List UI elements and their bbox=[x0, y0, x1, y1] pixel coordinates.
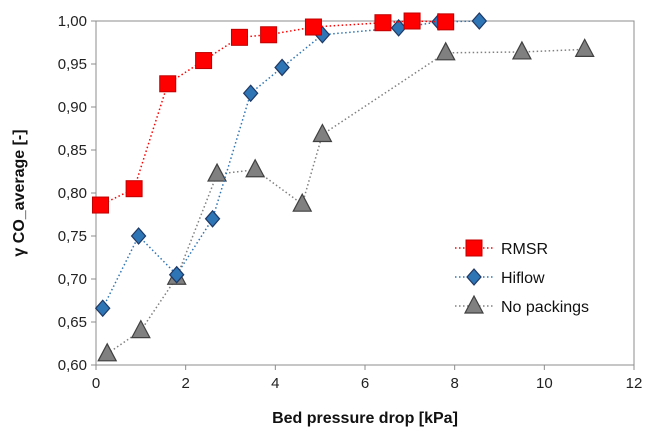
series-rmsr bbox=[91, 12, 455, 214]
rmsr-point bbox=[91, 196, 109, 214]
no-packings-point bbox=[245, 158, 266, 178]
rmsr-point bbox=[304, 18, 322, 36]
rmsr-point bbox=[260, 26, 278, 44]
y-tick-label: 0,65 bbox=[58, 314, 87, 331]
legend-item-no-packings: No packings bbox=[455, 294, 589, 316]
series-no-packings bbox=[97, 38, 595, 362]
y-tick-label: 1,00 bbox=[58, 13, 87, 30]
legend-marker bbox=[464, 294, 484, 314]
x-tick-label: 0 bbox=[92, 375, 100, 392]
hiflow-line bbox=[102, 20, 480, 309]
y-tick-label: 0,75 bbox=[58, 228, 87, 245]
hiflow-point bbox=[274, 58, 290, 77]
x-tick-label: 6 bbox=[361, 375, 369, 392]
rmsr-point bbox=[374, 14, 392, 32]
hiflow-point bbox=[204, 209, 221, 228]
legend-marker bbox=[466, 268, 482, 286]
y-tick-label: 0,70 bbox=[58, 271, 87, 288]
legend-marker bbox=[465, 239, 483, 257]
no-packings-line bbox=[106, 48, 585, 355]
legend: RMSR Hiflow No packings bbox=[455, 239, 589, 316]
y-tick-label: 0,60 bbox=[58, 357, 87, 374]
legend-label: RMSR bbox=[501, 241, 548, 258]
legend-label: No packings bbox=[501, 299, 589, 316]
x-tick-label: 2 bbox=[181, 375, 189, 392]
y-tick-label: 0,80 bbox=[58, 185, 87, 202]
hiflow-point bbox=[94, 299, 111, 318]
hiflow-point bbox=[130, 227, 147, 245]
x-tick-label: 4 bbox=[271, 375, 279, 392]
x-tick-label: 8 bbox=[450, 375, 458, 392]
no-packings-point bbox=[312, 123, 333, 143]
y-axis-title: γ CO_average [-] bbox=[11, 129, 28, 256]
hiflow-point bbox=[471, 12, 488, 30]
legend-label: Hiflow bbox=[501, 270, 545, 287]
plot-area bbox=[95, 20, 635, 366]
series-layer bbox=[91, 12, 595, 362]
no-packings-point bbox=[435, 41, 456, 61]
no-packings-point bbox=[97, 342, 118, 362]
legend-item-rmsr: RMSR bbox=[455, 239, 548, 258]
hiflow-point bbox=[242, 84, 259, 103]
rmsr-point bbox=[403, 12, 421, 30]
no-packings-point bbox=[292, 192, 313, 212]
y-axis-ticks: 0,60 0,65 0,70 0,75 0,80 0,85 0,90 0,95 1,00 bbox=[58, 13, 96, 374]
y-tick-label: 0,95 bbox=[58, 56, 87, 73]
x-axis-ticks: 0 2 4 6 8 10 12 bbox=[92, 365, 643, 392]
no-packings-point bbox=[574, 38, 595, 57]
rmsr-line bbox=[100, 20, 446, 206]
no-packings-point bbox=[511, 40, 532, 60]
rmsr-point bbox=[159, 75, 177, 93]
hiflow-point bbox=[168, 265, 185, 284]
rmsr-point bbox=[230, 28, 248, 46]
x-tick-label: 10 bbox=[536, 375, 553, 392]
y-tick-label: 0,85 bbox=[58, 142, 87, 159]
hiflow-point bbox=[390, 18, 407, 37]
y-tick-label: 0,90 bbox=[58, 99, 87, 116]
x-tick-label: 12 bbox=[626, 375, 643, 392]
no-packings-point bbox=[207, 162, 228, 182]
x-axis-title: Bed pressure drop [kPa] bbox=[272, 410, 458, 427]
rmsr-point bbox=[195, 52, 213, 70]
rmsr-point bbox=[437, 13, 455, 31]
rmsr-point bbox=[125, 180, 143, 198]
no-packings-point bbox=[130, 319, 151, 339]
legend-item-hiflow: Hiflow bbox=[455, 268, 545, 287]
